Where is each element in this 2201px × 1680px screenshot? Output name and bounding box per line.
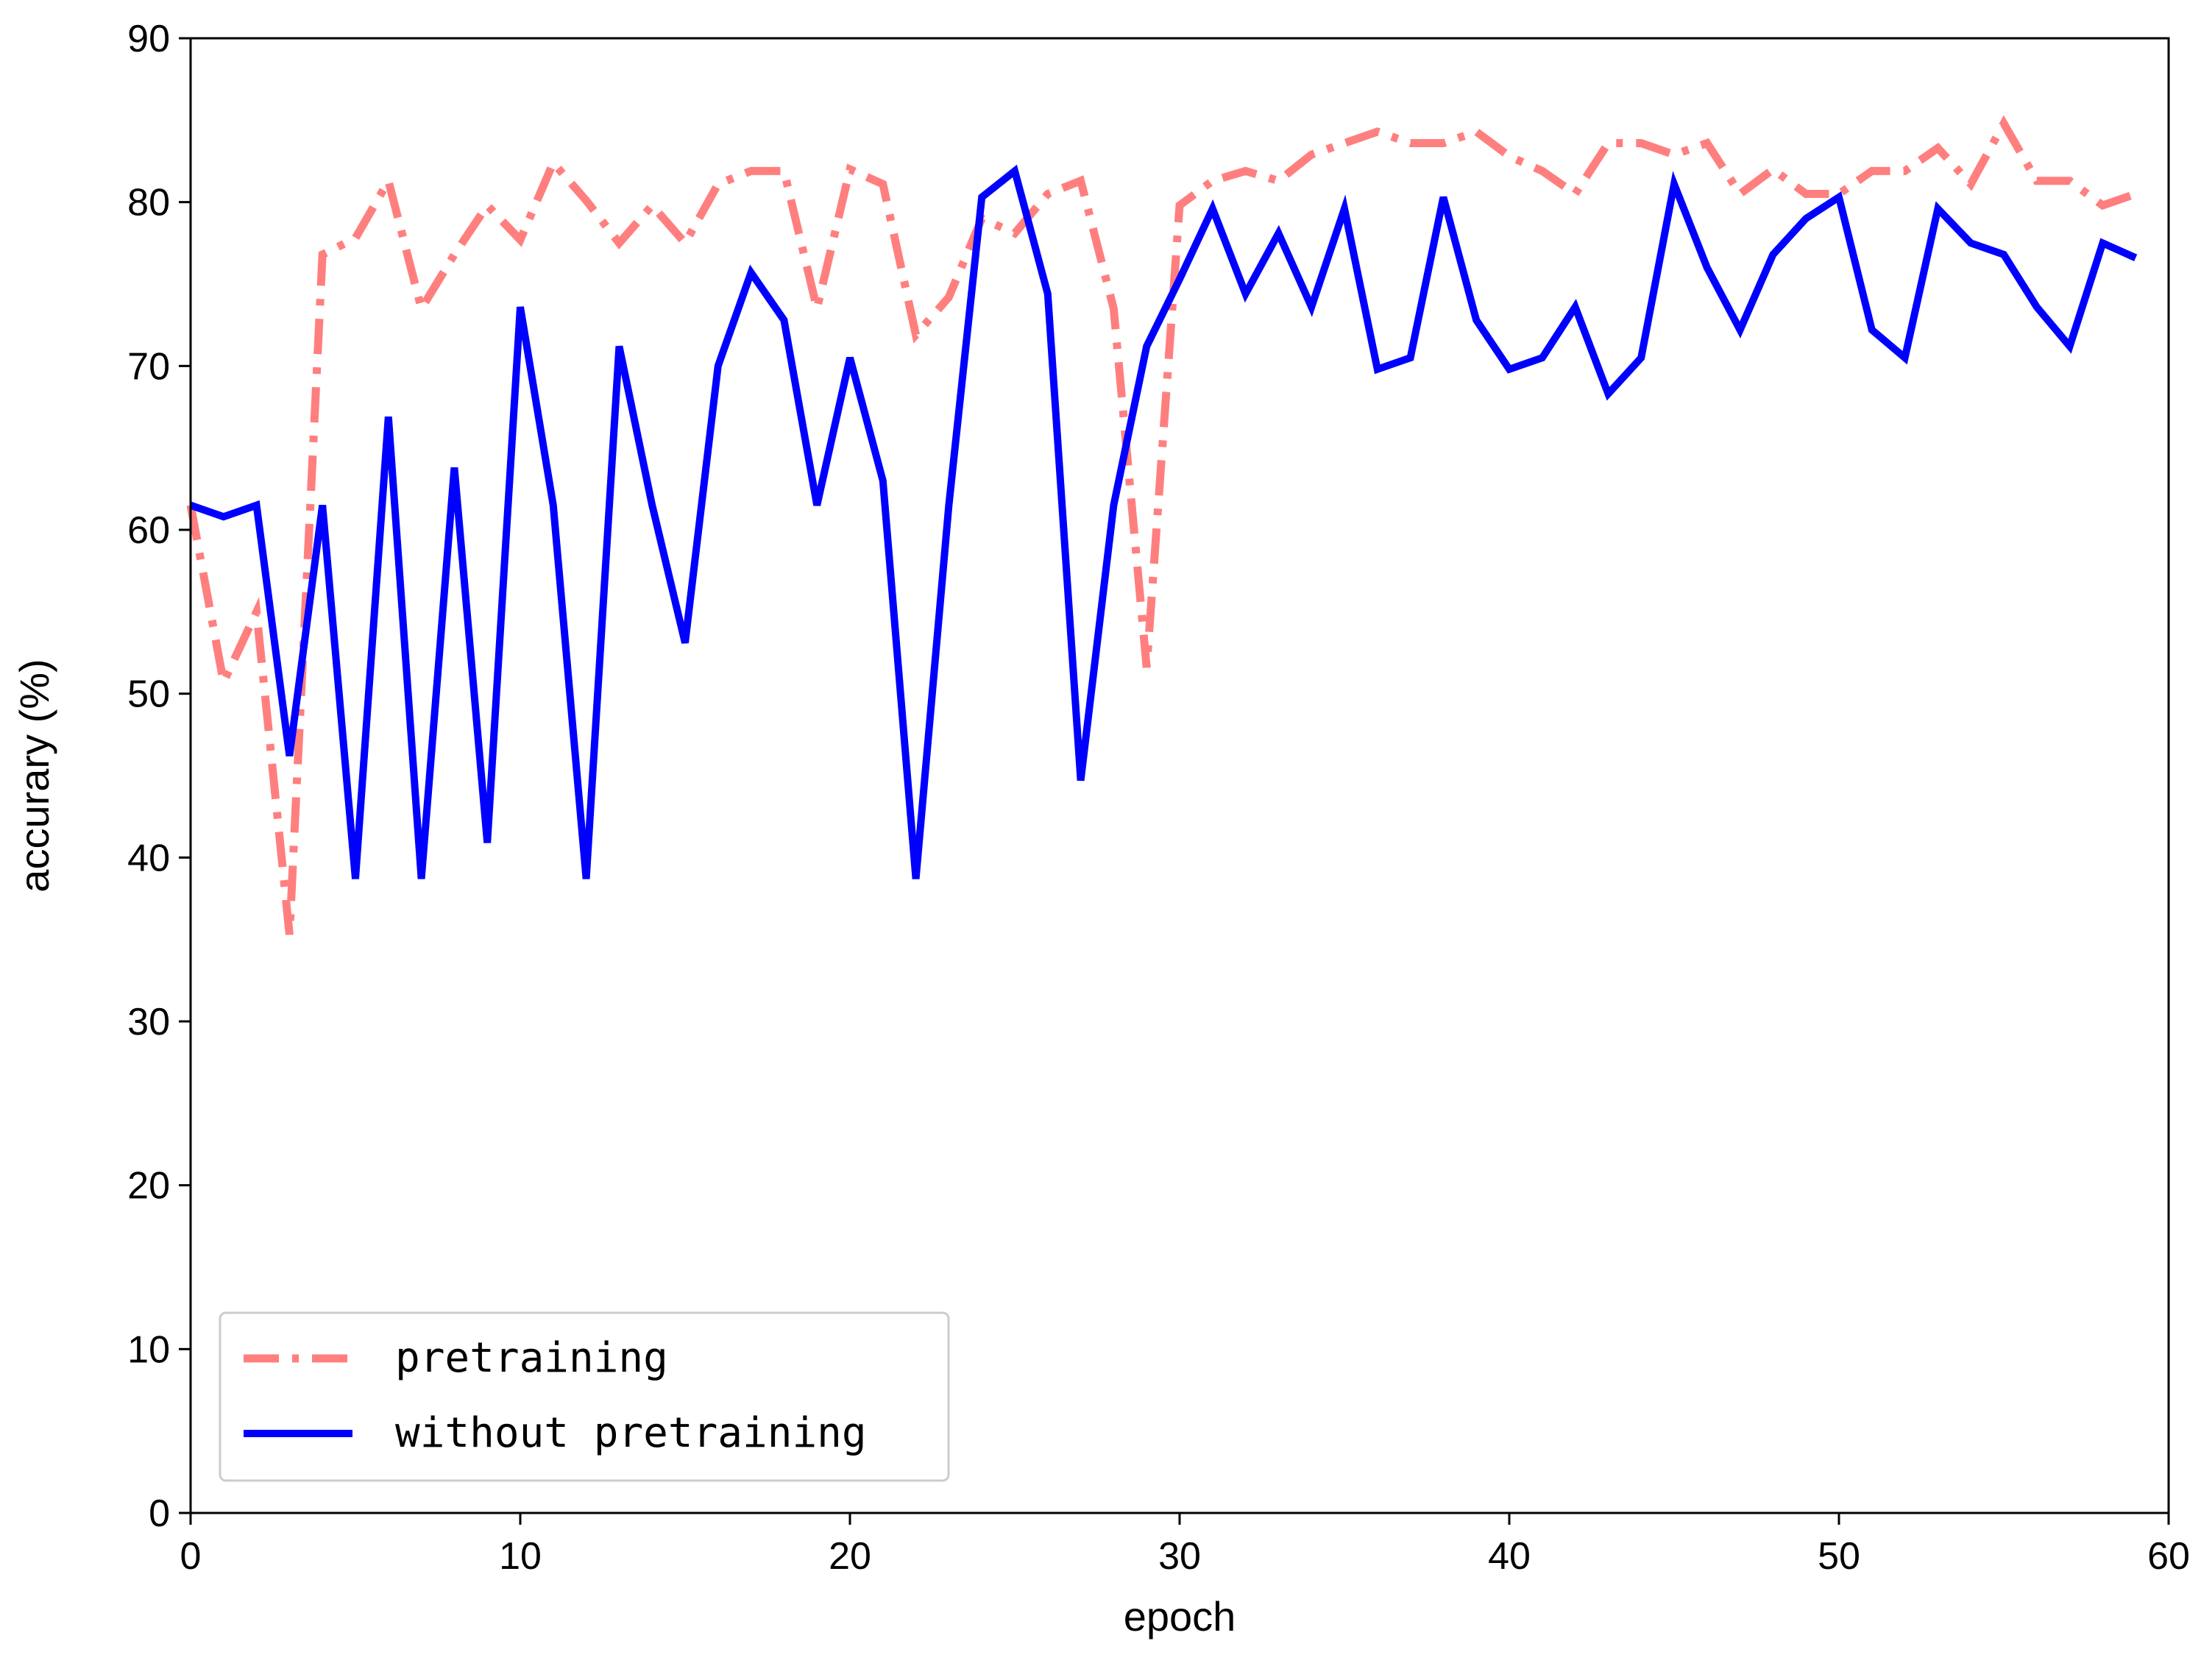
x-tick-label: 40 bbox=[1488, 1535, 1531, 1578]
x-tick-label: 60 bbox=[2147, 1535, 2190, 1578]
y-tick-label: 0 bbox=[149, 1492, 170, 1535]
legend-box bbox=[219, 1311, 950, 1482]
series-line-2 bbox=[189, 164, 2138, 879]
y-axis: 0 10 20 30 40 50 60 70 80 90 bbox=[127, 18, 191, 1535]
y-axis-title: accurary (%) bbox=[11, 659, 57, 892]
x-tick-label: 10 bbox=[499, 1535, 542, 1578]
y-tick-label: 80 bbox=[127, 182, 170, 224]
x-tick-label: 0 bbox=[180, 1535, 202, 1578]
x-tick-label: 50 bbox=[1818, 1535, 1860, 1578]
legend-label: pretraining bbox=[395, 1334, 668, 1382]
series-line-1 bbox=[186, 115, 2138, 935]
x-axis: 0 10 20 30 40 50 60 bbox=[180, 1513, 2190, 1578]
y-tick-label: 50 bbox=[127, 673, 170, 716]
y-tick-label: 30 bbox=[127, 1001, 170, 1043]
x-axis-title: epoch bbox=[1124, 1593, 1236, 1640]
y-tick-label: 70 bbox=[127, 345, 170, 388]
y-tick-label: 40 bbox=[127, 837, 170, 879]
y-tick-label: 90 bbox=[127, 18, 170, 60]
y-tick-label: 10 bbox=[127, 1328, 170, 1371]
legend-label: without pretraining bbox=[395, 1409, 867, 1457]
x-tick-label: 20 bbox=[829, 1535, 871, 1578]
plot-lines bbox=[186, 115, 2138, 935]
y-tick-label: 20 bbox=[127, 1165, 170, 1208]
legend: pretraining without pretraining bbox=[219, 1311, 950, 1482]
y-tick-label: 60 bbox=[127, 509, 170, 552]
x-tick-label: 30 bbox=[1158, 1535, 1201, 1578]
